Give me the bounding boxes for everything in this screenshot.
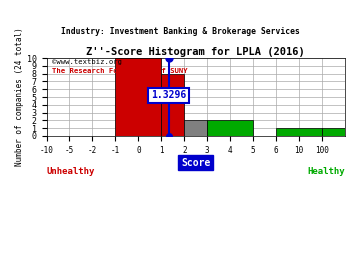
Text: Unhealthy: Unhealthy — [46, 167, 95, 176]
Bar — [161, 74, 184, 136]
Text: Industry: Investment Banking & Brokerage Services: Industry: Investment Banking & Brokerage… — [60, 27, 300, 36]
Text: 1.3296: 1.3296 — [151, 90, 186, 100]
Text: Healthy: Healthy — [307, 167, 345, 176]
Text: ©www.textbiz.org: ©www.textbiz.org — [53, 59, 122, 65]
Bar — [322, 128, 345, 136]
Text: The Research Foundation of SUNY: The Research Foundation of SUNY — [53, 68, 188, 73]
Bar — [116, 58, 161, 136]
Title: Z''-Score Histogram for LPLA (2016): Z''-Score Histogram for LPLA (2016) — [86, 48, 305, 58]
Y-axis label: Number of companies (24 total): Number of companies (24 total) — [15, 28, 24, 166]
Bar — [276, 128, 322, 136]
Bar — [207, 120, 253, 136]
Bar — [184, 120, 207, 136]
Text: Score: Score — [181, 158, 211, 168]
